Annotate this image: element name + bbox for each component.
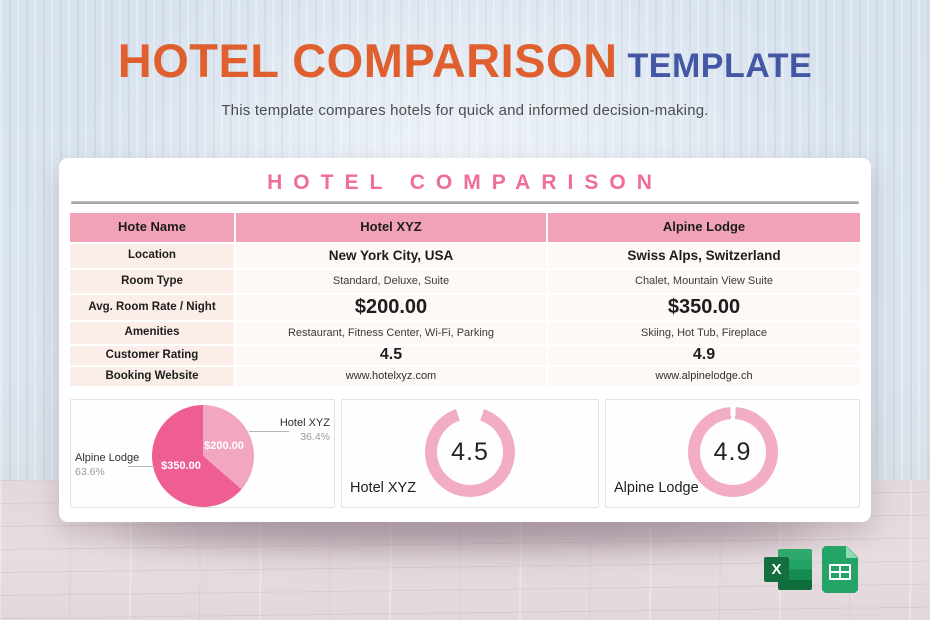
- excel-x-badge: X: [764, 557, 789, 582]
- pie-value-label-hotel-xyz: $200.00: [204, 440, 244, 452]
- page-title-suffix: TEMPLATE: [627, 47, 813, 85]
- gauge-label-alpine-lodge: Alpine Lodge: [614, 480, 699, 496]
- comparison-card: HOTEL COMPARISON Hote Name Hotel XYZ Alp…: [59, 158, 871, 522]
- cell-amenities-hotel-xyz: Restaurant, Fitness Center, Wi-Fi, Parki…: [236, 322, 548, 346]
- charts-row: $200.00 $350.00 Hotel XYZ 36.4% Alpine L…: [70, 399, 860, 508]
- pie-callout-name: Alpine Lodge: [75, 452, 140, 464]
- card-heading: HOTEL COMPARISON: [267, 171, 663, 194]
- column-header-hotel-name: Hote Name: [70, 213, 236, 244]
- row-label-amenities: Amenities: [70, 322, 236, 346]
- cell-room-rate-hotel-xyz: $200.00: [236, 295, 548, 322]
- pie-callout-percent: 63.6%: [75, 466, 105, 478]
- pie-callout-alpine-lodge: Alpine Lodge 63.6%: [75, 452, 139, 478]
- excel-icon[interactable]: X: [764, 549, 812, 590]
- row-label-location: Location: [70, 244, 236, 270]
- hero-header: HOTEL COMPARISON TEMPLATE This template c…: [0, 34, 930, 119]
- comparison-table: Hote Name Hotel XYZ Alpine Lodge Locatio…: [70, 213, 860, 388]
- row-label-room-rate: Avg. Room Rate / Night: [70, 295, 236, 322]
- room-rate-pie: [152, 405, 254, 507]
- pie-callout-line-left: [128, 466, 154, 467]
- gauge-value: 4.9: [713, 437, 752, 466]
- cell-room-type-hotel-xyz: Standard, Deluxe, Suite: [236, 270, 548, 295]
- cell-website-hotel-xyz: www.hotelxyz.com: [236, 367, 548, 388]
- row-label-room-type: Room Type: [70, 270, 236, 295]
- gauge-value: 4.5: [451, 437, 489, 466]
- cell-room-type-alpine-lodge: Chalet, Mountain View Suite: [548, 270, 860, 295]
- google-sheets-icon[interactable]: [822, 546, 858, 593]
- column-header-hotel-xyz: Hotel XYZ: [236, 213, 548, 244]
- row-label-booking-website: Booking Website: [70, 367, 236, 388]
- page-subtitle: This template compares hotels for quick …: [221, 102, 709, 119]
- rating-gauge-hotel-xyz: 4.5: [425, 407, 515, 497]
- pie-callout-percent: 36.4%: [300, 431, 330, 443]
- pie-value-label-alpine-lodge: $350.00: [161, 460, 201, 472]
- heading-divider: [71, 201, 859, 204]
- room-rate-pie-card: $200.00 $350.00 Hotel XYZ 36.4% Alpine L…: [70, 399, 335, 508]
- column-header-alpine-lodge: Alpine Lodge: [548, 213, 860, 244]
- page-title: HOTEL COMPARISON TEMPLATE: [0, 34, 930, 93]
- page-title-main: HOTEL COMPARISON: [117, 34, 618, 87]
- cell-location-hotel-xyz: New York City, USA: [236, 244, 548, 270]
- gauge-label-hotel-xyz: Hotel XYZ: [350, 480, 417, 496]
- cell-rating-hotel-xyz: 4.5: [236, 346, 548, 367]
- sheets-fold-corner: [846, 546, 858, 558]
- sheets-table-glyph: [829, 564, 851, 580]
- pie-callout-line-right: [249, 431, 289, 432]
- cell-website-alpine-lodge: www.alpinelodge.ch: [548, 367, 860, 388]
- rating-gauge-alpine-lodge: 4.9: [687, 407, 778, 497]
- rating-gauge-card-alpine-lodge: 4.9 Alpine Lodge: [605, 399, 860, 508]
- cell-rating-alpine-lodge: 4.9: [548, 346, 860, 367]
- cell-room-rate-alpine-lodge: $350.00: [548, 295, 860, 322]
- row-label-customer-rating: Customer Rating: [70, 346, 236, 367]
- cell-amenities-alpine-lodge: Skiing, Hot Tub, Fireplace: [548, 322, 860, 346]
- rating-gauge-card-hotel-xyz: 4.5 Hotel XYZ: [341, 399, 599, 508]
- pie-callout-hotel-xyz: Hotel XYZ 36.4%: [280, 417, 330, 443]
- cell-location-alpine-lodge: Swiss Alps, Switzerland: [548, 244, 860, 270]
- pie-callout-name: Hotel XYZ: [279, 417, 330, 429]
